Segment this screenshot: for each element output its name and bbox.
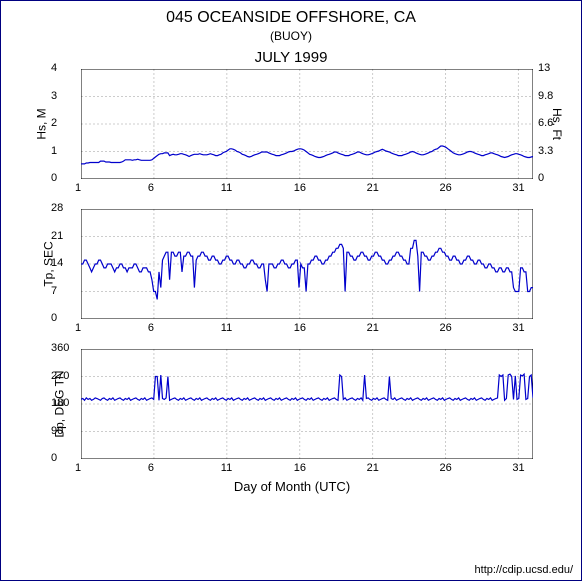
- xlabel: Day of Month (UTC): [1, 479, 582, 494]
- title-sub: (BUOY): [1, 29, 581, 43]
- charts-area: 0123403.36.69.813161116212631Hs, MHs, Ft…: [1, 69, 582, 494]
- chart-dp: 090180270360161116212631Dp, DEG TN: [81, 349, 533, 459]
- chart-tp: 07142128161116212631Tp, SEC: [81, 209, 533, 319]
- chart-container: 045 OCEANSIDE OFFSHORE, CA (BUOY) JULY 1…: [0, 0, 582, 581]
- ylabel-dp: Dp, DEG TN: [53, 370, 67, 437]
- footer-url: http://cdip.ucsd.edu/: [475, 564, 573, 576]
- chart-hs: 0123403.36.69.813161116212631Hs, MHs, Ft: [81, 69, 533, 179]
- ylabel-tp: Tp, SEC: [42, 241, 56, 286]
- ylabel-right-hs: Hs, Ft: [550, 108, 564, 140]
- title-main: 045 OCEANSIDE OFFSHORE, CA: [1, 9, 581, 27]
- title-month: JULY 1999: [1, 49, 581, 66]
- ylabel-hs: Hs, M: [35, 108, 49, 139]
